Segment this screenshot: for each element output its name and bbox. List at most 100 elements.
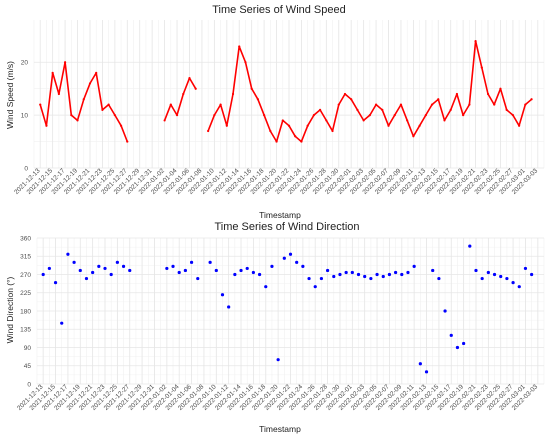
wind-direction-point [511, 281, 515, 285]
wind-direction-point [115, 260, 119, 264]
wind-direction-point [387, 272, 392, 277]
wind-direction-point [196, 276, 200, 281]
wind-direction-point [530, 272, 534, 277]
wind-direction-point [437, 276, 441, 281]
wind-speed-point [486, 92, 490, 96]
wind-direction-point [523, 266, 528, 271]
wind-direction-point [319, 276, 324, 281]
wind-direction-point [47, 266, 51, 271]
wind-direction-plot-area: 045901351802252703153602021-12-132021-12… [16, 235, 545, 412]
wind-speed-point [163, 119, 166, 122]
wind-speed-point [107, 103, 110, 106]
wind-speed-point [318, 108, 322, 111]
wind-direction-point [443, 309, 447, 313]
wind-speed-point [213, 114, 216, 117]
y-tick-label: 0 [27, 381, 31, 388]
wind-direction-point [301, 264, 305, 268]
wind-speed-point [294, 135, 297, 138]
wind-speed-point [530, 98, 533, 101]
wind-direction-point [245, 266, 249, 271]
wind-speed-ylabel: Wind Speed (m/s) [5, 61, 15, 129]
wind-direction-point [313, 285, 317, 289]
wind-direction-point [276, 358, 280, 362]
wind-speed-point [57, 92, 60, 96]
wind-direction-point [72, 260, 76, 264]
wind-speed-point [449, 108, 452, 111]
wind-speed-point [480, 66, 483, 69]
wind-speed-point [368, 114, 371, 117]
wind-direction-point [394, 270, 398, 275]
wind-direction-xlabel: Timestamp [259, 424, 301, 434]
y-tick-label: 225 [20, 290, 31, 297]
wind-speed-point [188, 77, 191, 80]
wind-direction-point [369, 276, 373, 281]
wind-direction-point [239, 268, 243, 273]
wind-speed-point [63, 61, 67, 64]
wind-speed-point [39, 103, 42, 106]
wind-direction-point [109, 272, 113, 277]
wind-speed-plot-area: 010202021-12-132021-12-152021-12-172021-… [13, 20, 545, 196]
wind-direction-point [363, 274, 367, 279]
wind-speed-point [418, 124, 421, 127]
wind-direction-point [97, 264, 101, 268]
wind-speed-point [256, 98, 260, 101]
wind-direction-point [288, 252, 293, 256]
wind-direction-point [375, 272, 379, 277]
wind-direction-point [189, 260, 194, 264]
wind-speed-point [88, 82, 92, 85]
wind-speed-point [194, 87, 197, 90]
wind-direction-point [400, 272, 404, 277]
wind-speed-point [263, 114, 266, 117]
wind-speed-point [350, 98, 353, 101]
wind-direction-point [257, 272, 262, 277]
wind-direction-point [128, 268, 132, 273]
wind-direction-point [270, 264, 274, 268]
wind-direction-point [462, 341, 466, 346]
wind-speed-point [493, 103, 496, 106]
wind-direction-point [412, 264, 416, 268]
y-tick-label: 10 [21, 112, 29, 119]
wind-direction-point [468, 244, 472, 248]
wind-speed-point [95, 71, 98, 74]
y-tick-label: 90 [24, 345, 32, 352]
wind-direction-point [177, 270, 181, 275]
wind-speed-point [399, 103, 403, 106]
wind-speed-point [275, 140, 278, 143]
wind-direction-point [208, 260, 212, 264]
wind-speed-title: Time Series of Wind Speed [212, 4, 345, 16]
wind-speed-point [225, 124, 228, 127]
wind-speed-line [39, 40, 533, 143]
wind-speed-point [281, 119, 284, 122]
wind-direction-point [431, 268, 435, 273]
wind-speed-point [356, 108, 359, 111]
wind-speed-point [169, 103, 172, 106]
wind-speed-point [70, 114, 73, 117]
wind-direction-point [332, 274, 336, 279]
wind-speed-point [312, 114, 315, 117]
wind-direction-chart: Time Series of Wind Direction Timestamp … [5, 221, 545, 434]
wind-speed-point [374, 103, 378, 106]
y-tick-label: 0 [24, 165, 28, 172]
wind-direction-point [325, 268, 330, 273]
wind-speed-point [119, 124, 123, 127]
wind-speed-point [518, 124, 521, 127]
wind-speed-point [362, 119, 365, 122]
wind-direction-title: Time Series of Wind Direction [214, 221, 359, 233]
wind-direction-point [183, 268, 187, 273]
y-tick-label: 360 [20, 235, 31, 242]
wind-direction-point [251, 270, 256, 275]
wind-speed-point [331, 129, 334, 133]
wind-direction-point [505, 276, 509, 281]
wind-speed-point [406, 119, 409, 122]
wind-speed-point [306, 124, 309, 127]
wind-direction-point [103, 266, 107, 271]
wind-direction-point [121, 264, 126, 268]
wind-speed-point [437, 98, 440, 101]
wind-speed-point [182, 92, 185, 96]
wind-direction-point [84, 276, 89, 281]
wind-direction-point [406, 270, 410, 275]
wind-speed-point [424, 114, 427, 117]
wind-speed-point [387, 124, 390, 127]
wind-direction-point [171, 264, 175, 268]
